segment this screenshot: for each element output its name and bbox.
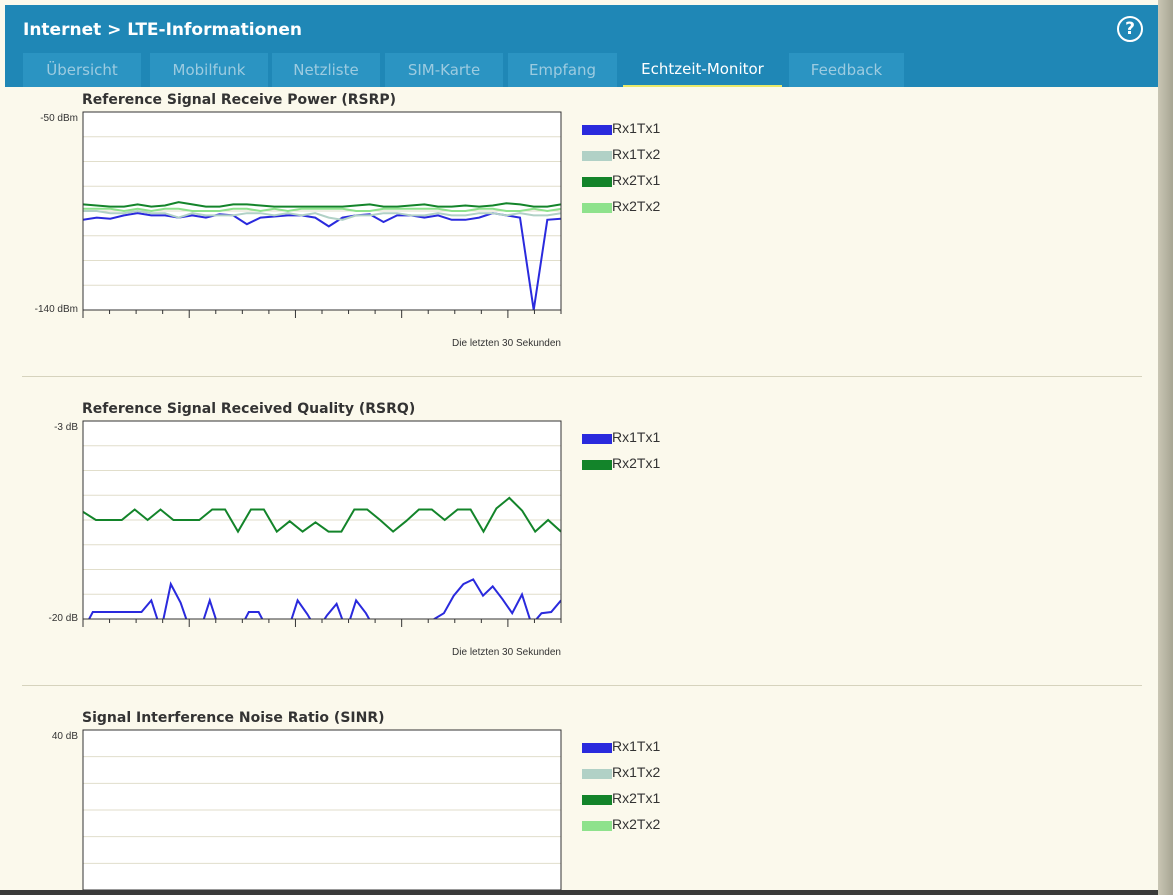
y-min-label: -140 dBm — [35, 304, 78, 315]
rsrq-title: Reference Signal Received Quality (RSRQ) — [82, 401, 416, 417]
rsrp-title: Reference Signal Receive Power (RSRP) — [82, 92, 397, 108]
tab-echtzeit-monitor[interactable]: Echtzeit-Monitor — [623, 53, 782, 87]
series-line-rx1tx1 — [87, 578, 561, 619]
content-area: Reference Signal Receive Power (RSRP) -5… — [0, 87, 1158, 890]
legend-label: Rx2Tx2 — [612, 816, 661, 832]
legend-label: Rx1Tx1 — [612, 738, 661, 754]
legend-label: Rx2Tx1 — [612, 455, 661, 471]
legend-label: Rx1Tx2 — [612, 764, 661, 780]
rsrp-section: Reference Signal Receive Power (RSRP) -5… — [0, 87, 1158, 387]
legend-swatch — [582, 769, 612, 779]
legend-label: Rx2Tx2 — [612, 198, 661, 214]
legend-swatch — [582, 177, 612, 187]
x-axis-label: Die letzten 30 Sekunden — [452, 338, 561, 349]
legend-swatch — [582, 821, 612, 831]
series-line-rx1tx1 — [83, 212, 561, 310]
tab-empfang[interactable]: Empfang — [508, 53, 617, 87]
rsrq-section: Reference Signal Received Quality (RSRQ)… — [0, 396, 1158, 696]
plot-frame — [82, 729, 562, 890]
sinr-section: Signal Interference Noise Ratio (SINR) 4… — [0, 705, 1158, 890]
tab-uebersicht[interactable]: Übersicht — [23, 53, 141, 87]
sinr-title: Signal Interference Noise Ratio (SINR) — [82, 710, 385, 726]
tab-sim-karte[interactable]: SIM-Karte — [385, 53, 503, 87]
series-line-rx1tx2 — [83, 209, 561, 221]
y-max-label: 40 dB — [52, 731, 78, 742]
rsrp-chart: -50 dBm -140 dBm Die letzten 30 Sekunden — [35, 111, 562, 349]
y-min-label: -20 dB — [49, 613, 79, 624]
legend-label: Rx1Tx1 — [612, 120, 661, 136]
bottom-bar — [0, 890, 1158, 895]
tab-netzliste[interactable]: Netzliste — [272, 53, 380, 87]
page-title: Internet > LTE-Informationen — [23, 20, 303, 40]
series-line-rx2tx1 — [83, 201, 561, 208]
tab-mobilfunk[interactable]: Mobilfunk — [150, 53, 268, 87]
help-icon[interactable]: ? — [1117, 16, 1143, 42]
legend-label: Rx2Tx1 — [612, 172, 661, 188]
legend-swatch — [582, 795, 612, 805]
legend-swatch — [582, 203, 612, 213]
legend-label: Rx1Tx2 — [612, 146, 661, 162]
series-line-rx2tx1 — [83, 496, 561, 534]
sinr-chart: 40 dB — [52, 729, 562, 890]
y-max-label: -3 dB — [54, 422, 78, 433]
legend-label: Rx1Tx1 — [612, 429, 661, 445]
section-divider — [22, 685, 1142, 686]
legend-swatch — [582, 434, 612, 444]
legend-swatch — [582, 125, 612, 135]
y-max-label: -50 dBm — [40, 113, 78, 124]
rsrq-chart: -3 dB -20 dB Die letzten 30 Sekunden — [49, 420, 562, 658]
x-axis-label: Die letzten 30 Sekunden — [452, 647, 561, 658]
legend-swatch — [582, 460, 612, 470]
legend-swatch — [582, 151, 612, 161]
window-edge — [1158, 0, 1173, 895]
legend-label: Rx2Tx1 — [612, 790, 661, 806]
header-bar: Internet > LTE-Informationen ? Übersicht… — [5, 5, 1158, 87]
tab-feedback[interactable]: Feedback — [789, 53, 904, 87]
section-divider — [22, 376, 1142, 377]
legend-swatch — [582, 743, 612, 753]
series-line-rx2tx2 — [83, 207, 561, 213]
